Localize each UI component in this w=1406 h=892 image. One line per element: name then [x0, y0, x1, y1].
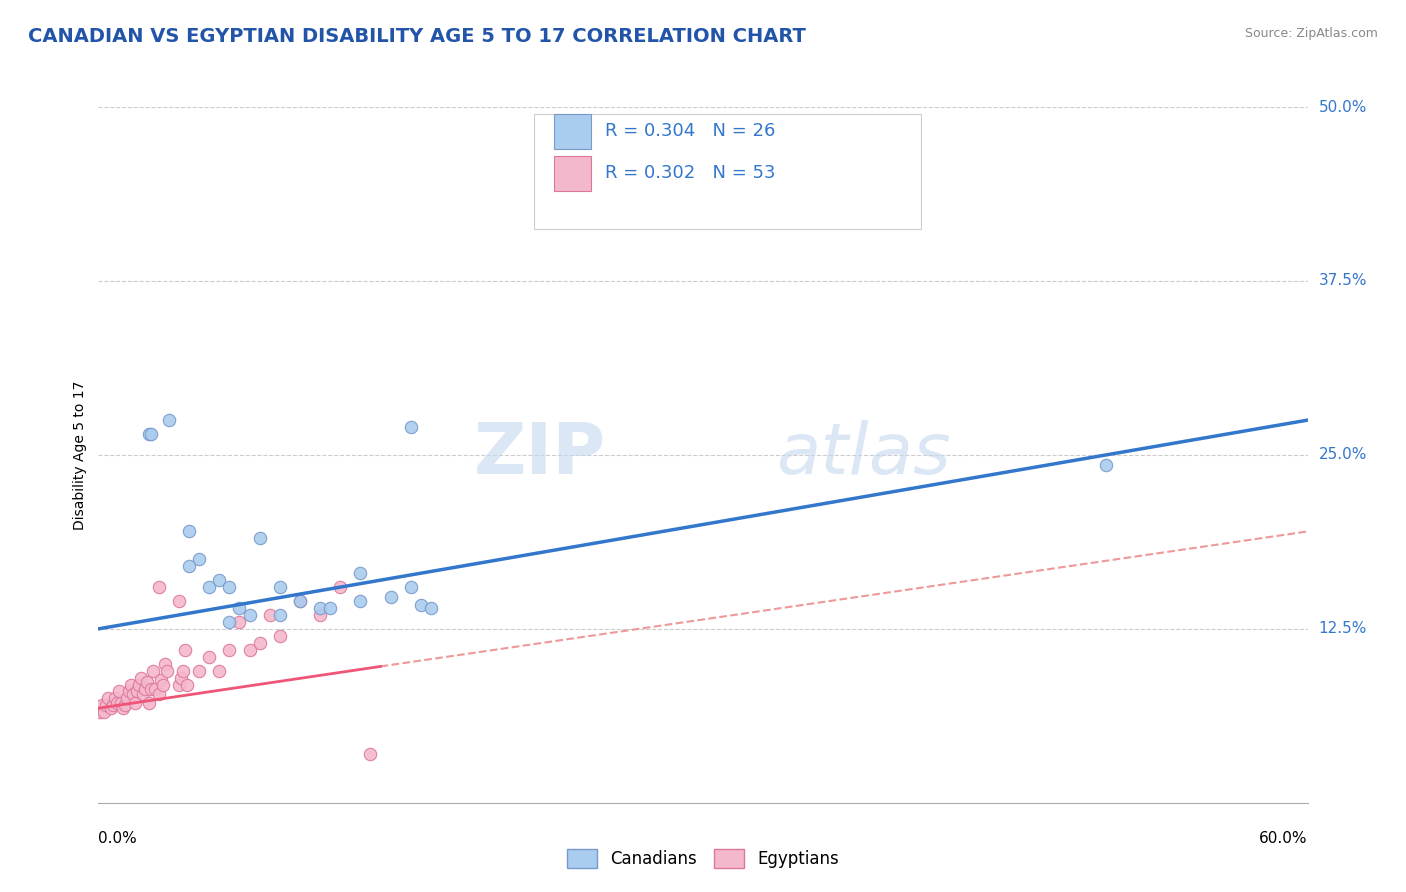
Point [107, 684, 129, 698]
Y-axis label: Disability Age 5 to 17: Disability Age 5 to 17 [73, 380, 87, 530]
Point [172, 664, 194, 678]
Point [157, 413, 180, 427]
Point [399, 580, 422, 594]
Text: 12.5%: 12.5% [1319, 622, 1367, 636]
Point [97, 691, 120, 706]
Point [152, 677, 174, 691]
Point [156, 664, 179, 678]
Point [269, 580, 291, 594]
Text: Source: ZipAtlas.com: Source: ZipAtlas.com [1244, 27, 1378, 40]
Point [111, 701, 134, 715]
FancyBboxPatch shape [534, 114, 921, 229]
Text: 0.0%: 0.0% [98, 830, 138, 846]
Point [228, 601, 250, 615]
Point [118, 684, 141, 698]
Point [149, 673, 172, 688]
Point [228, 615, 250, 629]
Point [419, 601, 441, 615]
Point [218, 642, 240, 657]
Point [139, 681, 162, 696]
Point [329, 580, 352, 594]
Point [114, 698, 136, 713]
Point [153, 657, 176, 671]
Point [135, 674, 157, 689]
Point [132, 687, 155, 701]
Point [139, 427, 162, 442]
Point [349, 594, 371, 608]
Point [188, 552, 211, 566]
Point [143, 681, 166, 696]
Text: ZIP: ZIP [474, 420, 606, 490]
Point [148, 687, 170, 701]
Point [89, 706, 111, 720]
Point [249, 532, 271, 546]
Point [96, 698, 118, 713]
Text: 50.0%: 50.0% [1319, 100, 1367, 114]
Point [349, 566, 371, 581]
Text: 25.0%: 25.0% [1319, 448, 1367, 462]
Point [218, 615, 240, 629]
Point [138, 427, 160, 442]
Text: R = 0.304   N = 26: R = 0.304 N = 26 [605, 122, 776, 140]
Text: R = 0.302   N = 53: R = 0.302 N = 53 [605, 164, 776, 182]
Point [380, 590, 402, 604]
Point [110, 696, 132, 710]
Point [177, 559, 201, 574]
Point [360, 747, 382, 761]
Point [259, 607, 281, 622]
Point [174, 642, 197, 657]
Point [101, 698, 124, 713]
FancyBboxPatch shape [554, 156, 591, 191]
Point [93, 706, 115, 720]
Point [309, 601, 332, 615]
Point [142, 664, 165, 678]
Point [177, 524, 201, 539]
Point [134, 681, 156, 696]
Point [269, 607, 291, 622]
Point [121, 687, 143, 701]
Point [176, 677, 198, 691]
Point [249, 636, 271, 650]
Point [1095, 458, 1118, 472]
Point [399, 420, 422, 434]
Point [91, 698, 114, 713]
Point [125, 684, 148, 698]
Point [409, 598, 432, 612]
Point [124, 696, 146, 710]
Point [319, 601, 342, 615]
Point [218, 580, 240, 594]
Point [103, 691, 125, 706]
Point [148, 580, 170, 594]
Point [288, 594, 311, 608]
Point [269, 629, 291, 643]
Point [120, 677, 142, 691]
Point [170, 671, 193, 685]
Text: CANADIAN VS EGYPTIAN DISABILITY AGE 5 TO 17 CORRELATION CHART: CANADIAN VS EGYPTIAN DISABILITY AGE 5 TO… [28, 27, 806, 45]
Point [167, 677, 190, 691]
Point [239, 607, 262, 622]
Point [115, 691, 138, 706]
Point [167, 594, 190, 608]
Point [129, 671, 152, 685]
Text: atlas: atlas [776, 420, 950, 490]
Point [128, 677, 150, 691]
Legend: Canadians, Egyptians: Canadians, Egyptians [561, 842, 845, 874]
Text: 37.5%: 37.5% [1319, 274, 1367, 288]
FancyBboxPatch shape [554, 114, 591, 149]
Point [105, 696, 128, 710]
Text: 60.0%: 60.0% [1260, 830, 1308, 846]
Point [138, 696, 160, 710]
Point [100, 701, 122, 715]
Point [198, 580, 221, 594]
Point [309, 607, 332, 622]
Point [239, 642, 262, 657]
Point [188, 664, 211, 678]
Point [288, 594, 311, 608]
Point [198, 649, 221, 664]
Point [208, 573, 231, 587]
Point [208, 664, 231, 678]
